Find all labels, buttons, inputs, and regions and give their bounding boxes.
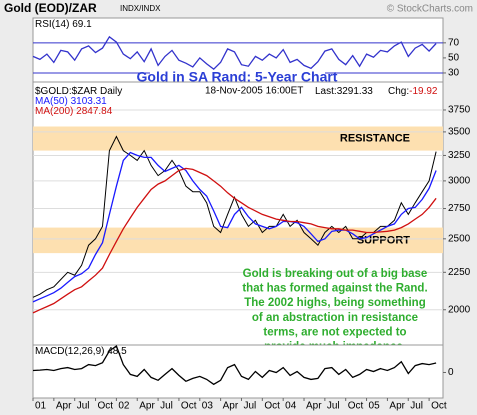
page-title: Gold (EOD)/ZAR — [4, 1, 97, 15]
last-label: Last: — [315, 86, 337, 97]
x-tick-label: 05 — [369, 401, 381, 412]
y-tick-label: 3500 — [448, 127, 471, 138]
y-tick-label: 2250 — [448, 267, 471, 278]
x-tick-label: 01 — [35, 401, 47, 412]
y-tick-label: 2000 — [448, 304, 471, 315]
x-tick-label: Jul — [160, 401, 173, 412]
legend-value: 3103.31 — [71, 96, 108, 107]
y-tick-label: 50 — [448, 53, 460, 64]
note-line: The 2002 highs, being something — [244, 297, 425, 309]
legend-entry: $GOLD:$ZAR Daily — [35, 86, 122, 97]
y-tick-label: 3750 — [448, 105, 471, 116]
y-tick-label: 3250 — [448, 150, 471, 161]
legend-name: MACD(12,26,9) — [35, 346, 104, 357]
change-value: -19.92 — [409, 86, 438, 97]
legend-value: 48.5 — [107, 346, 127, 357]
x-tick-label: Apr — [389, 401, 405, 412]
change: Chg:-19.92 — [388, 86, 438, 97]
x-tick-label: Oct — [181, 401, 197, 412]
last-value: 3291.33 — [337, 86, 374, 97]
x-tick-label: Oct — [348, 401, 364, 412]
legend-name: MA(200) — [35, 106, 73, 117]
x-tick-label: Jul — [77, 401, 90, 412]
chart-title: Gold in SA Rand: 5-Year Chart — [137, 69, 338, 85]
panel — [32, 81, 444, 346]
note-line: of an abstraction in resistance — [252, 312, 418, 324]
legend-entry: MA(50) 3103.31 — [35, 96, 107, 107]
copyright: © StockCharts.com — [387, 4, 473, 15]
x-tick-label: Oct — [431, 401, 447, 412]
y-tick-label: 30 — [448, 68, 460, 79]
legend-name: MA(50) — [35, 96, 68, 107]
x-tick-label: Jul — [243, 401, 256, 412]
series-line — [32, 151, 437, 303]
x-tick-label: Apr — [306, 401, 322, 412]
x-tick-label: Apr — [139, 401, 155, 412]
band — [33, 126, 443, 151]
legend-name: $GOLD:$ZAR Daily — [35, 86, 122, 97]
legend-entry: MA(200) 2847.84 — [35, 106, 113, 117]
date: 18-Nov-2005 16:00ET — [205, 86, 303, 97]
note-line: that has formed against the Rand. — [242, 283, 427, 295]
note-line: Gold is breaking out of a big base — [243, 268, 428, 280]
x-tick-label: Apr — [223, 401, 239, 412]
y-tick-label: 70 — [448, 37, 460, 48]
note-line: terms, are not expected to — [263, 326, 406, 338]
last-price: Last:3291.33 — [315, 86, 373, 97]
series-line — [32, 344, 437, 386]
x-tick-label: 03 — [202, 401, 214, 412]
series-line — [32, 167, 437, 314]
x-tick-label: Apr — [56, 401, 72, 412]
band-label: SUPPORT — [357, 234, 410, 246]
legend-name: RSI(14) — [35, 19, 69, 30]
change-label: Chg: — [388, 86, 409, 97]
exchange: INDX/INDX — [120, 4, 161, 13]
y-tick-label: 2750 — [448, 203, 471, 214]
legend-entry: MACD(12,26,9) 48.5 — [35, 346, 127, 357]
x-tick-label: Jul — [327, 401, 340, 412]
x-tick-label: 04 — [285, 401, 297, 412]
y-tick-label: 2500 — [448, 233, 471, 244]
x-tick-label: 02 — [118, 401, 130, 412]
y-tick-label: 3000 — [448, 176, 471, 187]
series-line — [32, 35, 437, 71]
x-tick-label: Oct — [98, 401, 114, 412]
x-tick-label: Oct — [264, 401, 280, 412]
x-tick-label: Jul — [410, 401, 423, 412]
legend-value: 2847.84 — [76, 106, 113, 117]
legend-value: 69.1 — [72, 19, 92, 30]
band-label: RESISTANCE — [340, 132, 410, 144]
y-tick-label: 0 — [448, 367, 454, 378]
legend-entry: RSI(14) 69.1 — [35, 19, 92, 30]
